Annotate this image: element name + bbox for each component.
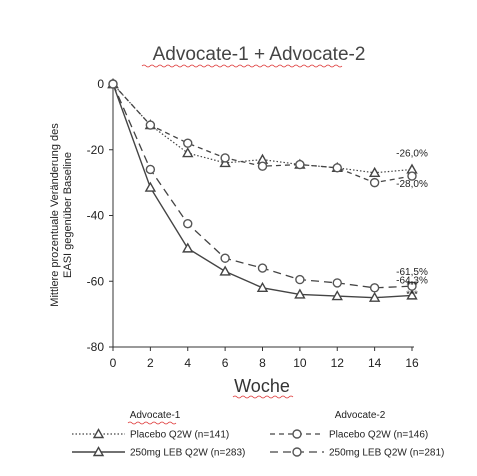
legend-entry-label: 250mg LEB Q2W (n=283) (130, 448, 245, 459)
legend-entry-label: Placebo Q2W (n=146) (329, 430, 428, 441)
data-point (407, 171, 417, 181)
x-tick-label: 12 (331, 356, 345, 370)
end-value-label: -28,0% (396, 179, 428, 190)
data-point (144, 181, 157, 192)
data-point (407, 281, 417, 291)
series-layer (107, 78, 418, 302)
data-point (220, 253, 230, 263)
x-axis-label: Woche (234, 376, 290, 396)
x-tick-label: 2 (147, 356, 154, 370)
y-axis-label-line-1: Mittlere prozentuale Veränderung des (49, 123, 61, 307)
data-point (145, 164, 156, 175)
legend-entry-label: 250mg LEB Q2W (n=281) (329, 448, 444, 459)
x-tick-label: 0 (110, 356, 117, 370)
legend-entry-label: Placebo Q2W (n=141) (130, 430, 229, 441)
series-2 (107, 78, 418, 302)
data-point (294, 288, 306, 299)
legend-swatch-marker (92, 428, 105, 439)
title-spellcheck-underline (141, 64, 343, 68)
x-tick-label: 4 (184, 356, 191, 370)
significance-stars: *** (406, 280, 418, 291)
data-point (331, 290, 343, 301)
data-point (219, 265, 231, 276)
legend-spellcheck-underline (127, 421, 177, 425)
legend: Advocate-1 Placebo Q2W (n=141) 250mg LEB Q… (72, 410, 444, 459)
chart-title: Advocate-1 + Advocate-2 (153, 44, 366, 65)
data-point (108, 79, 118, 89)
y-tick-label: -80 (87, 340, 105, 354)
axes: 0 -20 -40 -60 -80 0 2 4 6 8 10 12 14 16 (87, 77, 419, 370)
legend-swatch-marker (292, 447, 302, 457)
data-point (145, 120, 156, 130)
data-point (256, 281, 269, 293)
y-tick-label: -40 (87, 209, 105, 223)
data-point (406, 289, 418, 300)
x-tick-label: 14 (368, 356, 382, 370)
data-point (257, 263, 268, 273)
x-tick-label: 16 (405, 356, 419, 370)
y-tick-label: 0 (97, 77, 104, 91)
data-point (295, 159, 305, 170)
xlabel-spellcheck-underline (232, 395, 294, 399)
data-point (182, 147, 194, 158)
data-point (368, 166, 381, 177)
y-axis-label-line-2: EASI gegenüber Baseline (62, 152, 74, 278)
significance-stars: *** (406, 289, 418, 300)
x-tick-label: 10 (293, 356, 307, 370)
data-point (369, 283, 380, 293)
x-tick-label: 6 (222, 356, 229, 370)
legend-swatch-marker (92, 446, 105, 457)
legend-swatch-marker (292, 429, 302, 439)
series-line (112, 83, 413, 174)
y-tick-label: -60 (87, 274, 105, 288)
y-tick-label: -20 (87, 143, 105, 157)
data-point (295, 274, 305, 285)
x-tick-label: 8 (259, 356, 266, 370)
data-point (182, 242, 194, 253)
series-4 (108, 79, 417, 293)
end-value-label: -61,5% (396, 267, 428, 278)
legend-group-title: Advocate-2 (335, 410, 386, 421)
end-value-label: -64,3% (396, 275, 428, 286)
data-point (257, 161, 268, 171)
data-point (332, 163, 342, 173)
data-point (332, 278, 342, 288)
annotations: -26,0%-28,0%-61,5%***-64,3%*** (396, 148, 428, 300)
legend-group-title: Advocate-1 (130, 410, 181, 421)
data-point (183, 138, 193, 148)
data-point (369, 177, 380, 188)
series-3 (108, 79, 417, 188)
data-point (368, 291, 381, 302)
series-line (112, 83, 413, 289)
data-point (220, 153, 230, 163)
data-point (183, 219, 193, 229)
end-value-label: -26,0% (396, 148, 428, 159)
